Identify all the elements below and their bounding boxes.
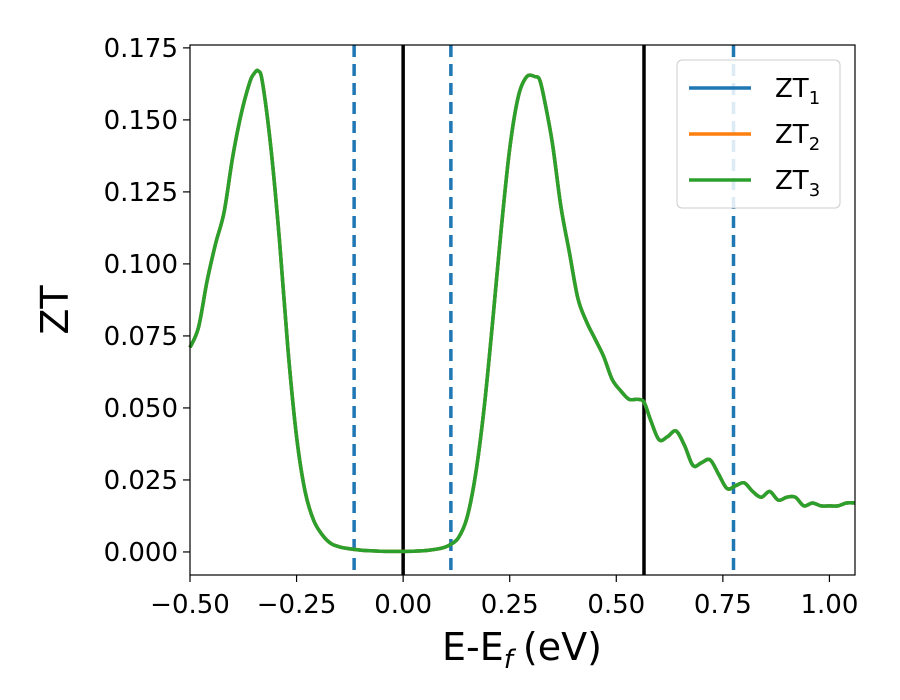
legend: ZT1 ZT2 ZT3 xyxy=(676,59,841,209)
y-tick-label: 0.100 xyxy=(104,250,178,280)
plot-frame xyxy=(189,44,856,576)
legend-label-zt2: ZT2 xyxy=(775,120,820,155)
x-axis-label: E-Ef (eV) xyxy=(442,625,602,675)
y-axis: 0.000 0.025 0.050 0.075 0.100 0.125 0.150 0.175 xyxy=(104,34,190,568)
y-tick-label: 0.075 xyxy=(104,322,178,352)
x-tick-label: −0.25 xyxy=(257,590,337,620)
y-axis-label: ZT xyxy=(33,285,77,335)
y-tick-label: 0.125 xyxy=(104,178,178,208)
x-axis-label-unit: (eV) xyxy=(523,625,602,669)
y-tick-label: 0.150 xyxy=(104,106,178,136)
x-tick-label: 0.00 xyxy=(374,590,432,620)
legend-label-zt1: ZT1 xyxy=(775,74,820,109)
y-tick-label: 0.050 xyxy=(104,394,178,424)
series-layer xyxy=(188,68,856,554)
x-tick-label: 0.25 xyxy=(481,590,539,620)
legend-label-zt3: ZT3 xyxy=(775,166,820,201)
y-tick-label: 0.000 xyxy=(104,538,178,568)
y-tick-label: 0.175 xyxy=(104,34,178,64)
x-tick-label: −0.50 xyxy=(150,590,230,620)
series-line-zt3 xyxy=(188,68,856,554)
legend-box xyxy=(676,59,841,209)
x-axis: −0.50 −0.25 0.00 0.25 0.50 0.75 1.00 xyxy=(150,575,858,620)
x-axis-label-subscript: f xyxy=(504,645,517,675)
x-tick-label: 0.75 xyxy=(694,590,752,620)
y-tick-label: 0.025 xyxy=(104,466,178,496)
x-tick-label: 1.00 xyxy=(800,590,858,620)
x-tick-label: 0.50 xyxy=(587,590,645,620)
